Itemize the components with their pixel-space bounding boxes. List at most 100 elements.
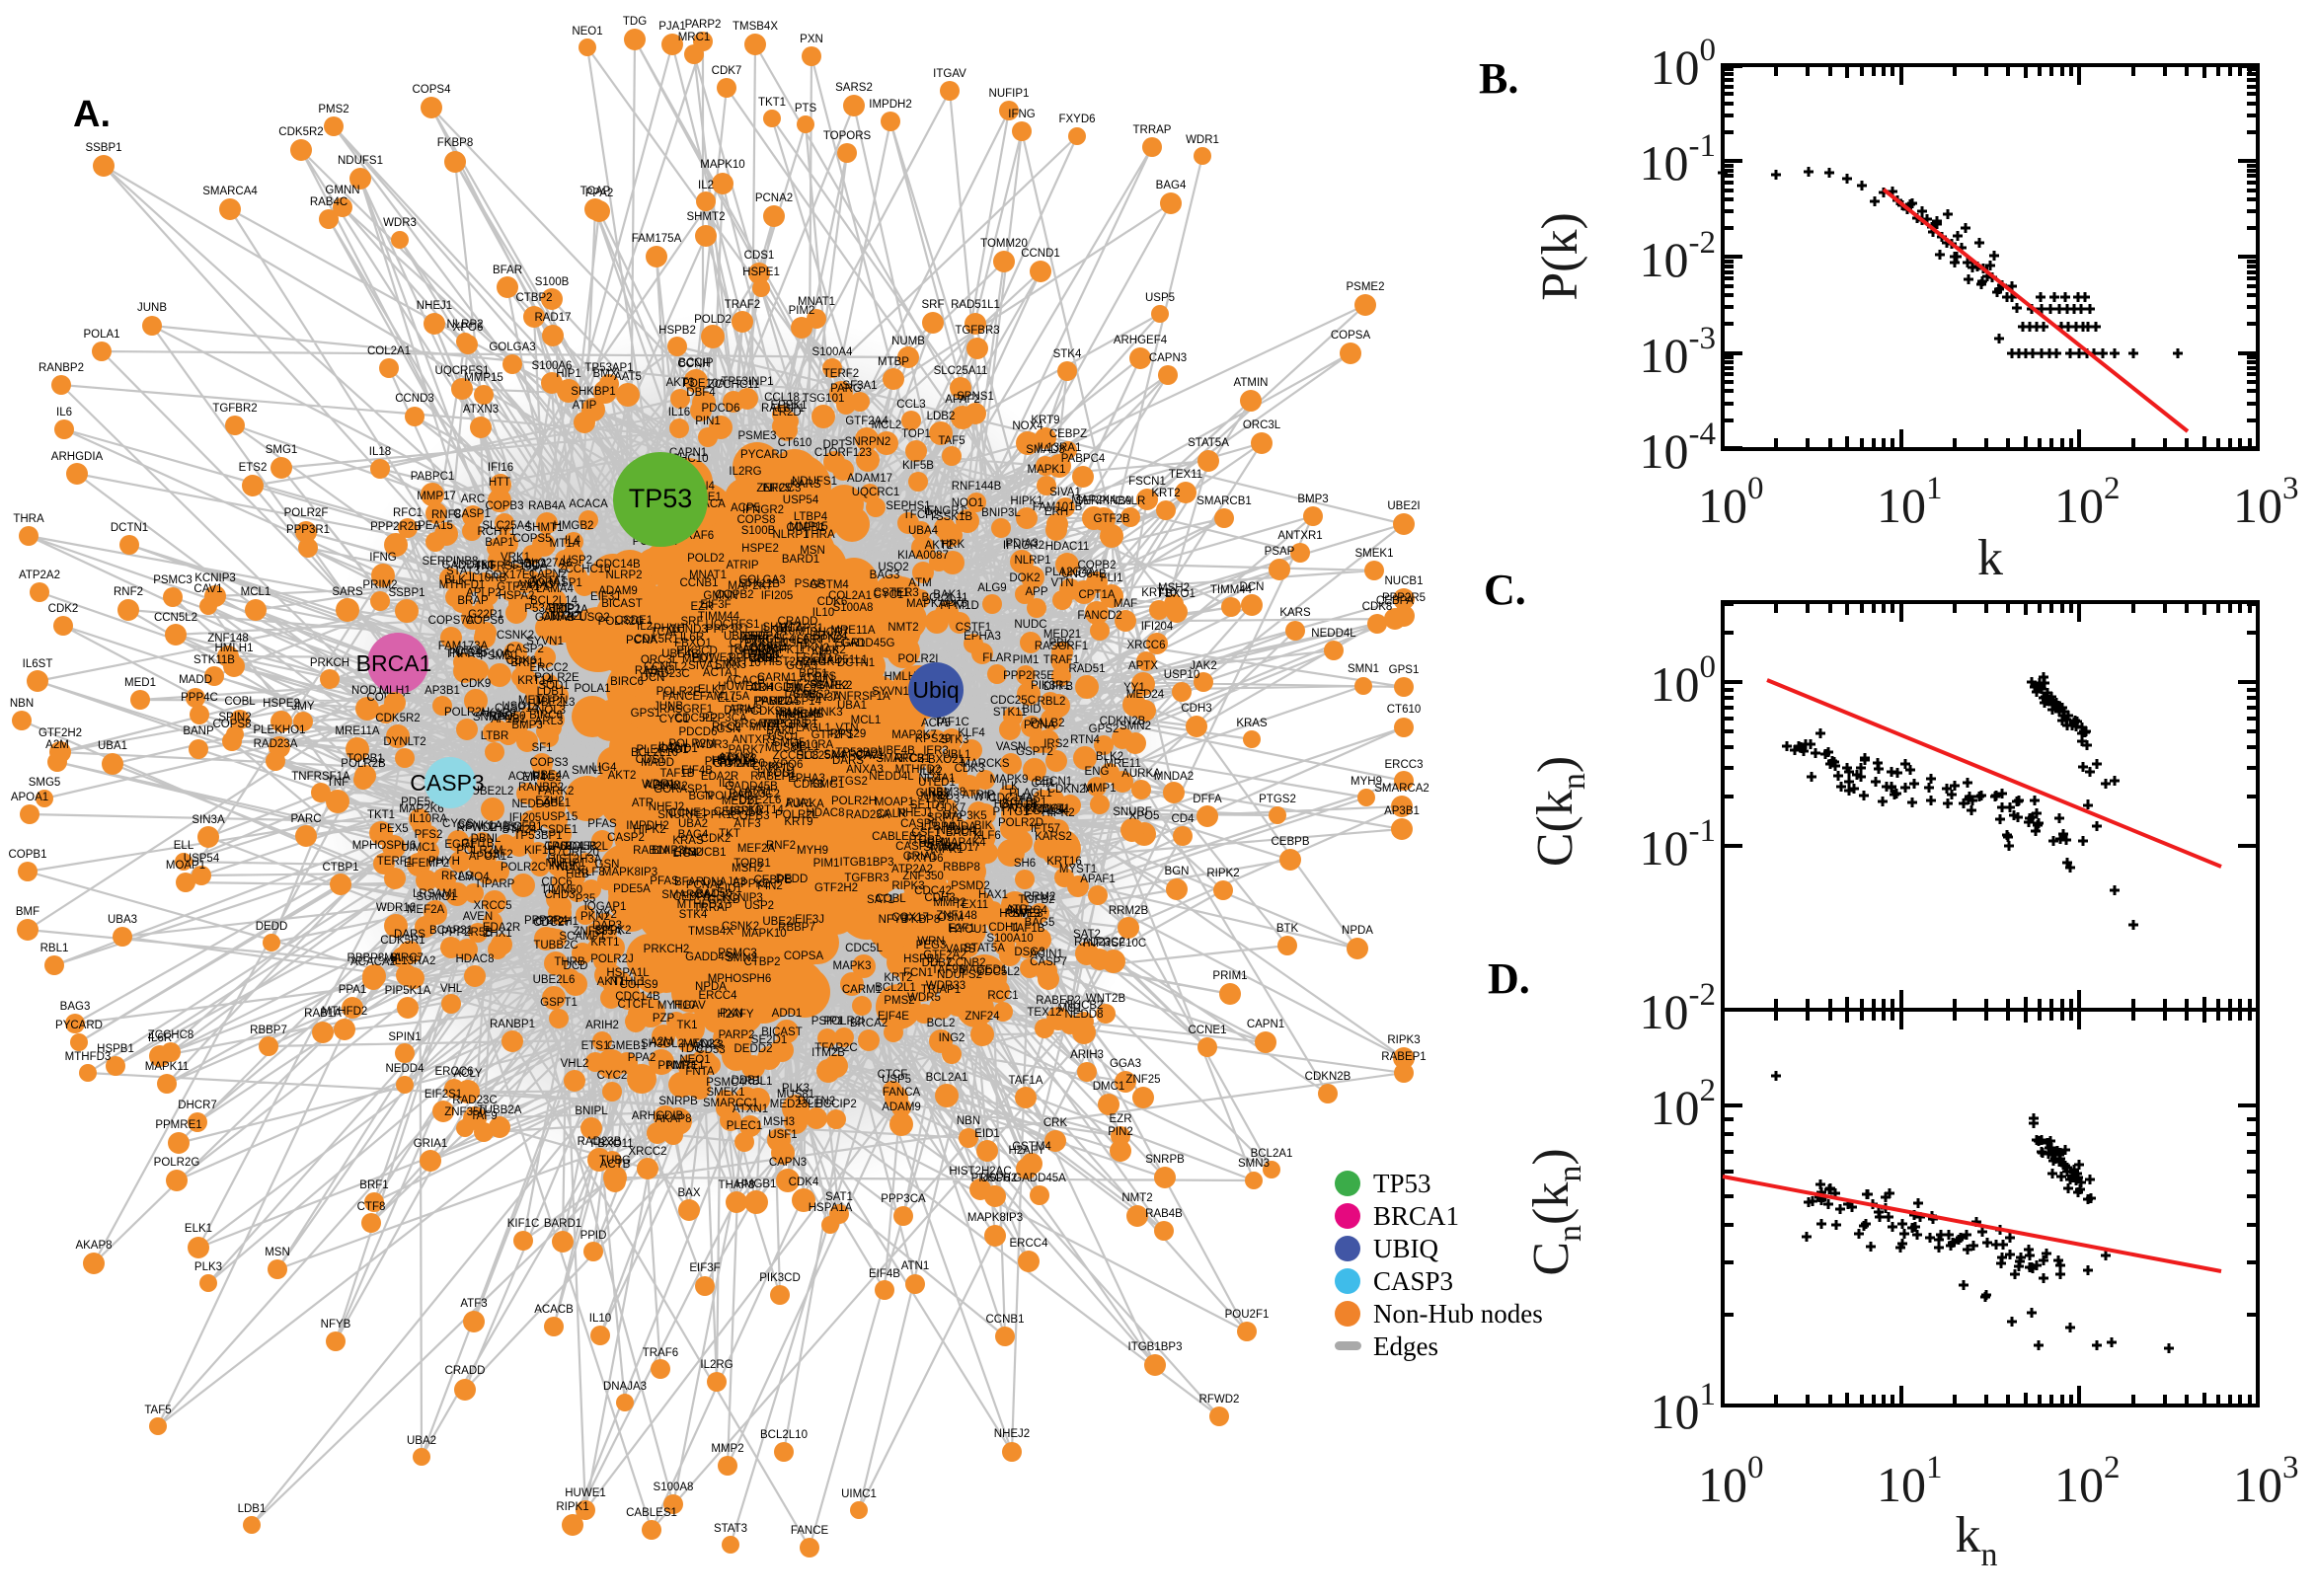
svg-text:UBIQ: UBIQ [1373, 1234, 1438, 1263]
svg-text:SMN2: SMN2 [726, 952, 757, 964]
svg-text:RIPK3: RIPK3 [1387, 1034, 1420, 1046]
svg-text:EPPK1: EPPK1 [695, 809, 732, 821]
svg-text:POLR2M: POLR2M [668, 738, 715, 750]
svg-text:RAD23C: RAD23C [645, 668, 689, 680]
svg-text:S100A6: S100A6 [532, 360, 573, 372]
svg-text:PIN2: PIN2 [757, 880, 783, 892]
svg-text:ARC: ARC [461, 494, 485, 505]
svg-text:BFAR: BFAR [493, 265, 522, 276]
svg-text:CDK9: CDK9 [751, 706, 782, 718]
svg-text:MRE11A: MRE11A [335, 725, 379, 737]
svg-text:GTF2H2: GTF2H2 [39, 727, 82, 739]
svg-text:RPS29: RPS29 [915, 733, 951, 745]
svg-text:HYOU1: HYOU1 [949, 924, 988, 936]
svg-text:ERCC3: ERCC3 [763, 483, 802, 494]
svg-text:ATXN3: ATXN3 [463, 404, 499, 416]
svg-text:SARS: SARS [332, 586, 363, 598]
svg-text:UIMC1: UIMC1 [841, 1488, 877, 1500]
svg-text:IL10: IL10 [589, 1313, 611, 1325]
svg-text:ARHGDIB: ARHGDIB [632, 1110, 684, 1122]
svg-text:GADD45A: GADD45A [1013, 1173, 1066, 1184]
svg-text:CDH3: CDH3 [1181, 703, 1211, 715]
svg-text:PARK7: PARK7 [1001, 802, 1038, 814]
svg-text:POLD2: POLD2 [687, 553, 725, 565]
svg-text:BICAST: BICAST [601, 598, 643, 610]
svg-text:ELL: ELL [174, 840, 194, 852]
svg-text:EID1: EID1 [974, 1128, 1000, 1140]
svg-text:BCAP31: BCAP31 [429, 925, 473, 937]
svg-text:MG1: MG1 [1058, 1003, 1083, 1015]
svg-text:PSAP: PSAP [1265, 546, 1295, 558]
svg-text:HDAC11: HDAC11 [1045, 541, 1090, 553]
svg-text:Ubiq: Ubiq [912, 677, 959, 703]
svg-text:HSPE2: HSPE2 [263, 698, 300, 710]
svg-text:SMG5: SMG5 [29, 777, 61, 789]
svg-text:POLD2: POLD2 [694, 314, 732, 326]
svg-text:IL10: IL10 [812, 607, 834, 619]
svg-text:BMF: BMF [16, 906, 39, 918]
svg-text:MUS81: MUS81 [777, 1089, 814, 1101]
svg-text:PXN: PXN [800, 34, 823, 45]
svg-text:FKBP8: FKBP8 [437, 137, 473, 149]
svg-text:FCN1: FCN1 [903, 967, 933, 979]
svg-text:UBE2I: UBE2I [1387, 500, 1420, 512]
svg-text:POLA1: POLA1 [83, 329, 119, 341]
svg-text:PYCARD: PYCARD [740, 449, 788, 461]
svg-text:KRT9: KRT9 [784, 816, 812, 828]
svg-text:COL2A1: COL2A1 [367, 345, 411, 357]
svg-text:TGFBR3: TGFBR3 [955, 325, 999, 337]
svg-text:DNAJA3: DNAJA3 [603, 1381, 647, 1393]
svg-text:POLR2G: POLR2G [154, 1157, 200, 1169]
svg-text:GTF2F1: GTF2F1 [542, 611, 584, 623]
svg-text:SSBP1: SSBP1 [85, 142, 121, 154]
svg-text:PSME2: PSME2 [1347, 281, 1385, 293]
svg-text:KLF8: KLF8 [578, 867, 605, 878]
svg-text:IER3: IER3 [893, 587, 919, 599]
svg-text:WDR1: WDR1 [642, 779, 675, 791]
svg-text:MMP15: MMP15 [789, 521, 828, 533]
svg-text:IFI204: IFI204 [1141, 621, 1174, 633]
svg-text:LDB2: LDB2 [927, 411, 956, 422]
svg-text:MMP17: MMP17 [417, 491, 456, 502]
svg-text:GPS1: GPS1 [1389, 664, 1420, 676]
svg-text:DARS: DARS [832, 755, 864, 767]
svg-text:EIF4B: EIF4B [869, 1268, 900, 1280]
svg-text:CCN5L2: CCN5L2 [154, 612, 197, 624]
svg-text:RFC1: RFC1 [393, 507, 423, 519]
svg-text:CHD3: CHD3 [544, 889, 575, 901]
svg-text:TSG101: TSG101 [803, 393, 845, 405]
svg-text:POLR2I: POLR2I [898, 653, 939, 665]
svg-text:MSH2: MSH2 [732, 863, 763, 874]
svg-text:SNRPN2: SNRPN2 [797, 634, 843, 646]
svg-text:RIPK1: RIPK1 [556, 1501, 588, 1513]
svg-text:LIG4: LIG4 [673, 848, 699, 860]
svg-text:UBE2L6: UBE2L6 [533, 974, 576, 986]
svg-text:TDG: TDG [623, 16, 647, 28]
svg-text:XRCC2: XRCC2 [629, 1146, 667, 1158]
svg-text:PARP2: PARP2 [719, 1029, 755, 1041]
svg-text:PDCD6: PDCD6 [702, 403, 740, 415]
svg-text:TKT1: TKT1 [367, 809, 395, 821]
svg-text:CDK6: CDK6 [817, 596, 848, 608]
svg-text:PIM1: PIM1 [813, 858, 840, 870]
svg-text:MAPK11: MAPK11 [145, 1061, 190, 1073]
svg-text:BCAP31: BCAP31 [780, 623, 823, 635]
svg-text:NEO1: NEO1 [572, 26, 602, 38]
svg-text:RAD23A: RAD23A [846, 809, 890, 821]
svg-text:ZNF24: ZNF24 [965, 1011, 1000, 1023]
svg-text:IQGAP1: IQGAP1 [776, 712, 818, 723]
svg-text:GADD45A: GADD45A [685, 951, 738, 963]
svg-text:CYC1: CYC1 [659, 714, 690, 725]
svg-text:EDA2R: EDA2R [483, 922, 520, 934]
svg-text:EIF2S1: EIF2S1 [425, 1089, 462, 1101]
svg-text:SNRPN2: SNRPN2 [845, 436, 891, 448]
svg-text:NUDC: NUDC [1014, 619, 1046, 631]
svg-text:MADD: MADD [641, 757, 674, 769]
svg-text:NUFIP1: NUFIP1 [989, 88, 1030, 100]
svg-text:SMARCA2: SMARCA2 [1374, 783, 1429, 795]
svg-text:k: k [1977, 530, 2003, 586]
svg-text:MAPK1: MAPK1 [1028, 464, 1066, 476]
svg-text:BMF: BMF [780, 707, 804, 719]
svg-text:BMX: BMX [593, 368, 618, 380]
svg-text:TKT: TKT [474, 561, 496, 572]
